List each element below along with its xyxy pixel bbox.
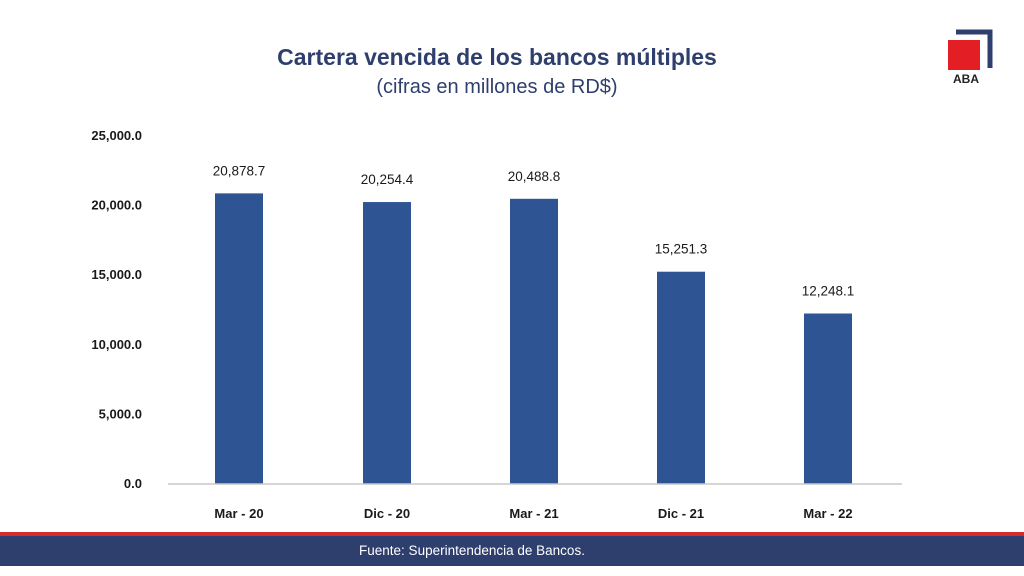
y-tick-label: 5,000.0 [99, 406, 142, 421]
y-tick-label: 15,000.0 [91, 267, 142, 282]
logo-red-square [948, 40, 980, 70]
data-label: 20,254.4 [361, 172, 414, 187]
y-tick-label: 25,000.0 [91, 128, 142, 143]
logo-text: ABA [953, 72, 979, 86]
x-tick-label: Dic - 20 [364, 506, 410, 521]
data-label: 15,251.3 [655, 242, 708, 257]
source-note: Fuente: Superintendencia de Bancos. [359, 543, 585, 558]
chart-subtitle: (cifras en millones de RD$) [376, 76, 618, 98]
bar [215, 193, 263, 484]
x-tick-label: Dic - 21 [658, 506, 704, 521]
data-label: 12,248.1 [802, 284, 855, 299]
x-tick-label: Mar - 22 [803, 506, 852, 521]
bar-chart: 0.0 5,000.0 10,000.0 15,000.0 20,000.0 25,000… [91, 128, 902, 521]
data-label: 20,878.7 [213, 163, 266, 178]
y-tick-label: 0.0 [124, 476, 142, 491]
footer-bar: Fuente: Superintendencia de Bancos. [0, 536, 1024, 566]
x-tick-label: Mar - 20 [214, 506, 263, 521]
bar [804, 313, 852, 484]
y-tick-label: 10,000.0 [91, 337, 142, 352]
data-label: 20,488.8 [508, 169, 561, 184]
bar [510, 198, 558, 484]
bar [363, 202, 411, 484]
aba-logo-icon [948, 29, 993, 70]
chart-title: Cartera vencida de los bancos múltiples [277, 44, 717, 70]
bar [657, 271, 705, 484]
footer-accent-line [0, 532, 1024, 536]
x-tick-label: Mar - 21 [509, 506, 558, 521]
y-tick-label: 20,000.0 [91, 198, 142, 213]
logo-navy-corner [956, 29, 993, 68]
